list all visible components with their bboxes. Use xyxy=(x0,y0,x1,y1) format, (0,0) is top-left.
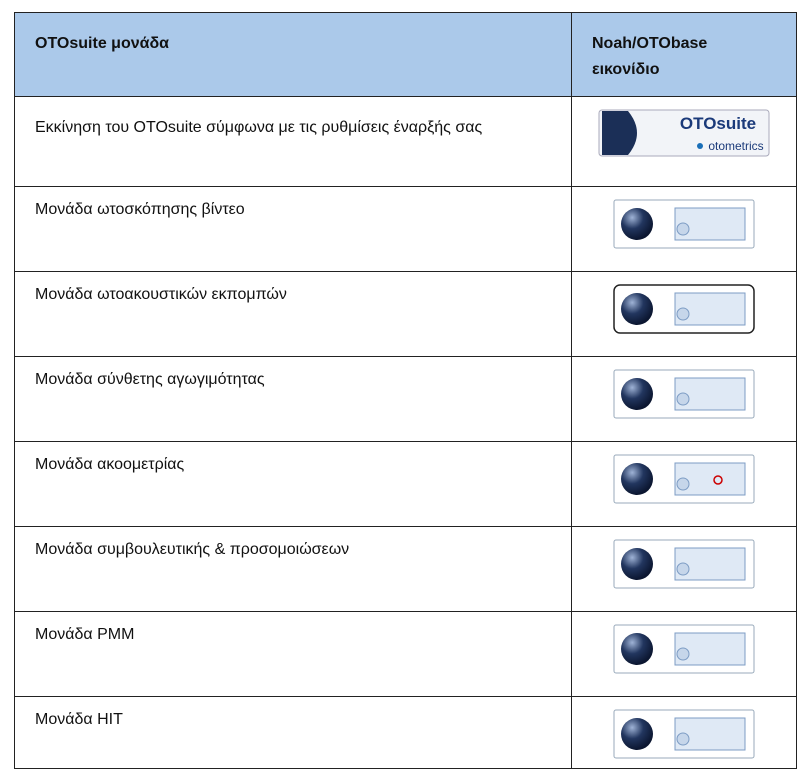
icon-person xyxy=(676,222,690,236)
module-name: Μονάδα ωτοακουστικών εκπομπών xyxy=(14,271,572,357)
icon-sphere xyxy=(621,208,653,240)
icon-cell: OTOsuite otometrics xyxy=(571,96,797,187)
module-name: Μονάδα ωτοσκόπησης βίντεο xyxy=(14,186,572,272)
table-row: Εκκίνηση του OTOsuite σύμφωνα με τις ρυθ… xyxy=(14,96,797,187)
icon-person xyxy=(676,732,690,746)
module-name: Μονάδα PMM xyxy=(14,611,572,697)
icon-cell xyxy=(571,696,797,769)
icon-sphere xyxy=(621,463,653,495)
icon-cell xyxy=(571,356,797,442)
module-icon xyxy=(613,199,755,249)
icon-cell xyxy=(571,271,797,357)
table-row: Μονάδα ωτοσκόπησης βίντεο xyxy=(14,186,797,272)
table-row: Μονάδα PMM xyxy=(14,611,797,697)
icon-sphere xyxy=(621,378,653,410)
module-name: Μονάδα ακοομετρίας xyxy=(14,441,572,527)
module-icon xyxy=(613,369,755,419)
module-table: OTOsuite μονάδα Noah/OTObase εικονίδιο Ε… xyxy=(14,12,797,769)
icon-subtitle: otometrics xyxy=(708,139,763,153)
icon-swoosh xyxy=(602,111,637,155)
table-row: Μονάδα ακοομετρίας xyxy=(14,441,797,527)
icon-title: OTOsuite xyxy=(680,114,756,133)
icon-person xyxy=(676,392,690,406)
icon-sphere xyxy=(621,633,653,665)
header-row: OTOsuite μονάδα Noah/OTObase εικονίδιο xyxy=(14,12,797,97)
icon-person xyxy=(676,562,690,576)
module-icon: OTOsuite otometrics xyxy=(598,109,770,157)
icon-cell xyxy=(571,526,797,612)
header-cell: OTOsuite μονάδα xyxy=(14,12,572,97)
module-icon xyxy=(613,624,755,674)
table-row: Μονάδα σύνθετης αγωγιμότητας xyxy=(14,356,797,442)
icon-sphere xyxy=(621,718,653,750)
module-icon xyxy=(613,284,755,334)
icon-person xyxy=(676,647,690,661)
icon-mark xyxy=(713,475,723,485)
icon-sphere xyxy=(621,293,653,325)
table-row: Μονάδα ωτοακουστικών εκπομπών xyxy=(14,271,797,357)
icon-cell xyxy=(571,186,797,272)
icon-frame xyxy=(598,109,770,157)
icon-dot xyxy=(697,143,703,149)
table-row: Μονάδα συμβουλευτικής & προσομοιώσεων xyxy=(14,526,797,612)
table-row: Μονάδα HIT xyxy=(14,696,797,769)
header-cell: Noah/OTObase εικονίδιο xyxy=(571,12,797,97)
icon-person xyxy=(676,477,690,491)
icon-person xyxy=(676,307,690,321)
module-name: Μονάδα συμβουλευτικής & προσομοιώσεων xyxy=(14,526,572,612)
icon-cell xyxy=(571,611,797,697)
module-icon xyxy=(613,454,755,504)
icon-sphere xyxy=(621,548,653,580)
module-name: Εκκίνηση του OTOsuite σύμφωνα με τις ρυθ… xyxy=(14,96,572,187)
table-body: Εκκίνηση του OTOsuite σύμφωνα με τις ρυθ… xyxy=(14,96,797,769)
module-icon xyxy=(613,539,755,589)
module-name: Μονάδα HIT xyxy=(14,696,572,769)
module-icon xyxy=(613,709,755,759)
module-name: Μονάδα σύνθετης αγωγιμότητας xyxy=(14,356,572,442)
icon-cell xyxy=(571,441,797,527)
